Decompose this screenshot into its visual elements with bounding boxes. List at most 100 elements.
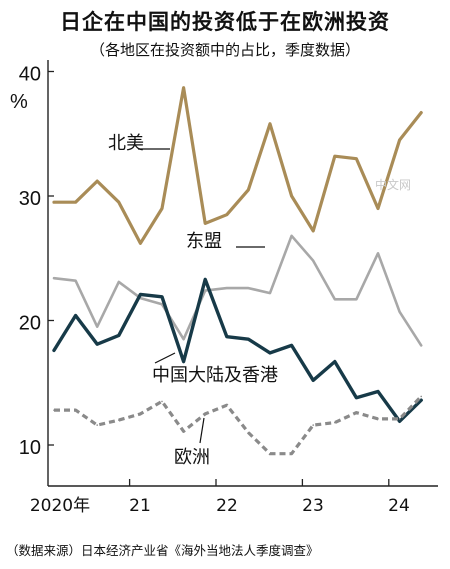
data-point-europe-5 [161, 400, 163, 403]
data-point-north-america-1 [74, 201, 77, 204]
data-point-north-america-11 [290, 195, 293, 197]
series-label-europe: 欧洲 [174, 447, 210, 468]
data-point-china-hk-6 [182, 360, 185, 363]
data-point-europe-17 [420, 395, 423, 398]
data-point-asean-12 [312, 259, 315, 262]
data-point-europe-3 [118, 419, 120, 421]
data-point-europe-2 [96, 424, 98, 426]
data-point-north-america-0 [53, 201, 55, 204]
data-point-china-hk-5 [161, 296, 163, 298]
data-point-europe-7 [204, 413, 206, 415]
data-point-north-america-16 [398, 139, 401, 141]
data-point-north-america-3 [118, 201, 120, 204]
data-point-asean-17 [420, 344, 423, 347]
data-point-europe-8 [226, 404, 228, 406]
data-point-europe-15 [377, 418, 379, 420]
x-tick-label-2: 22 [216, 496, 238, 516]
series-line-asean [52, 234, 423, 347]
leader-line-china-hk-a [154, 352, 176, 364]
data-point-asean-14 [355, 298, 358, 301]
series-line-north-america [52, 86, 423, 245]
data-point-asean-3 [118, 281, 120, 283]
data-point-north-america-12 [312, 230, 315, 232]
data-point-north-america-6 [182, 86, 185, 89]
data-point-north-america-13 [334, 155, 336, 157]
data-point-asean-0 [53, 277, 55, 279]
watermark-text: 中文网 [375, 177, 411, 192]
source-note: （数据来源）日本经济产业省《海外当地法人季度调查》 [6, 543, 319, 558]
series-label-asean: 东盟 [186, 231, 222, 252]
tick-layer: 10 20 30 40% 2020年 21 22 23 24 [10, 64, 410, 517]
y-unit-label: % [10, 91, 28, 113]
data-point-china-hk-1 [74, 314, 77, 317]
x-tick-label-4: 24 [388, 496, 410, 516]
data-point-north-america-14 [355, 157, 358, 160]
x-tick-label-0: 2020年 [30, 496, 90, 516]
y-tick-label-40: 40 [19, 64, 41, 86]
data-point-north-america-7 [204, 222, 206, 225]
axis-layer [47, 60, 438, 487]
data-point-china-hk-7 [204, 278, 206, 281]
series-label-china-hk: 中国大陆及香港 [152, 365, 278, 386]
data-point-china-hk-16 [398, 420, 401, 423]
data-point-asean-5 [161, 303, 163, 306]
data-point-asean-1 [74, 279, 77, 282]
data-point-north-america-2 [96, 180, 98, 182]
data-point-north-america-10 [269, 122, 271, 125]
data-point-asean-6 [182, 338, 185, 340]
data-point-europe-12 [312, 424, 315, 426]
data-point-china-hk-0 [53, 349, 55, 352]
series-layer [52, 86, 423, 456]
data-point-north-america-15 [377, 207, 379, 210]
x-tick-label-1: 21 [129, 496, 151, 516]
series-label-north-america: 北美 [108, 133, 144, 154]
data-point-asean-10 [269, 292, 271, 294]
y-tick-label-10: 10 [19, 437, 41, 459]
data-point-asean-16 [398, 310, 401, 313]
data-point-china-hk-14 [355, 396, 358, 399]
data-point-china-hk-12 [312, 379, 315, 382]
data-point-europe-1 [74, 409, 77, 411]
data-point-europe-16 [398, 418, 401, 420]
data-point-europe-14 [355, 411, 358, 414]
data-point-asean-9 [247, 287, 250, 289]
data-point-china-hk-15 [377, 390, 379, 393]
data-point-china-hk-8 [226, 335, 228, 338]
series-line-china-hk [52, 277, 423, 423]
data-point-north-america-9 [247, 188, 250, 191]
data-point-europe-9 [247, 431, 250, 434]
data-point-china-hk-17 [420, 399, 423, 401]
x-tick-label-3: 23 [302, 496, 324, 516]
data-point-asean-2 [96, 325, 98, 328]
series-line-europe [54, 395, 423, 456]
data-point-china-hk-4 [139, 293, 142, 296]
data-point-north-america-4 [139, 242, 142, 245]
data-point-asean-15 [377, 252, 379, 255]
y-tick-label-20: 20 [19, 313, 41, 335]
chart-title: 日企在中国的投资低于在欧洲投资 [60, 10, 390, 34]
data-point-north-america-8 [226, 213, 228, 216]
data-point-asean-13 [334, 298, 336, 301]
data-point-asean-8 [226, 287, 228, 289]
data-point-asean-11 [290, 235, 293, 237]
data-point-europe-4 [139, 413, 142, 415]
data-point-europe-11 [290, 452, 293, 455]
data-point-asean-7 [204, 289, 206, 292]
data-point-china-hk-3 [118, 334, 120, 337]
data-point-europe-6 [182, 430, 185, 433]
data-point-china-hk-9 [247, 338, 250, 340]
chart-subtitle: （各地区在投资额中的占比，季度数据） [89, 41, 360, 59]
leader-line-europe [199, 417, 205, 444]
y-tick-label-30: 30 [19, 188, 41, 210]
data-point-china-hk-11 [290, 344, 293, 347]
data-point-north-america-17 [420, 111, 423, 114]
data-point-europe-13 [334, 421, 336, 424]
data-point-china-hk-13 [334, 360, 336, 363]
data-point-china-hk-2 [96, 343, 98, 345]
data-point-europe-10 [269, 452, 271, 455]
data-point-europe-0 [53, 409, 55, 411]
data-point-china-hk-10 [269, 352, 271, 354]
